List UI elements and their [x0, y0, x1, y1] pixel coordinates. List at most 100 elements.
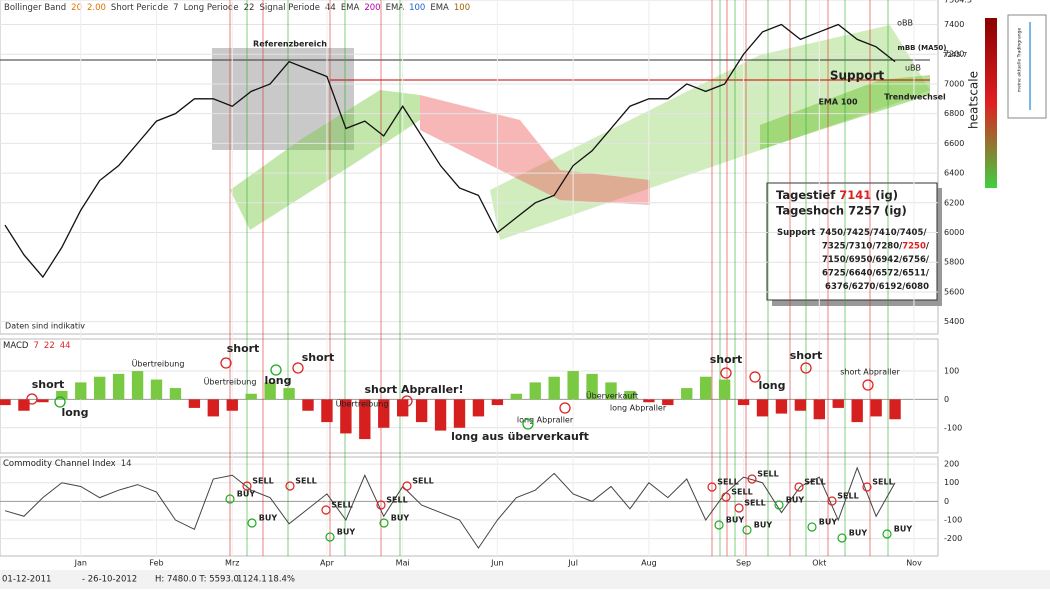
y-tick-label: -100	[944, 423, 962, 432]
annotation: BUY	[786, 496, 805, 505]
annotation: Support	[830, 69, 885, 83]
signal-circle	[402, 481, 412, 491]
y-tick-label: -100	[944, 516, 962, 525]
y-tick-label: 7564.3	[944, 0, 972, 5]
signal-circle	[800, 362, 812, 374]
text-part: MACD	[3, 341, 29, 351]
text-part: 7	[33, 341, 38, 351]
range-box	[1007, 14, 1047, 119]
annotation: Übertreibung	[132, 359, 185, 369]
macd-bar	[472, 399, 485, 417]
signal-circle	[794, 482, 804, 492]
macd-bar	[453, 399, 466, 428]
macd-bar	[169, 388, 182, 400]
signal-circle	[270, 364, 282, 376]
macd-bar	[529, 382, 541, 400]
macd-bar	[832, 399, 844, 408]
macd-bar	[245, 393, 257, 400]
macd-bar	[264, 382, 276, 400]
annotation: SELL	[757, 470, 778, 479]
y-tick-label: 0	[944, 395, 949, 404]
text-part: 6725/6640/6572/6511/	[822, 268, 930, 278]
text-part: 22	[44, 341, 55, 351]
annotation: 7245.7	[943, 51, 968, 59]
annotation: long	[61, 406, 88, 419]
y-tick-label: 7200	[944, 50, 964, 59]
annotation: heatscale	[967, 71, 981, 129]
y-tick-label: 6600	[944, 139, 964, 148]
text-part: 6376/6270/6192/6080	[825, 282, 929, 292]
macd-bar	[624, 390, 636, 400]
text-part: 14	[121, 459, 132, 469]
info-low: Tagestief 7141 (ig)	[776, 188, 898, 202]
macd-bar	[700, 376, 712, 400]
text-part: Bollinger Band	[4, 3, 66, 13]
cloud	[230, 90, 420, 230]
annotation: short	[302, 351, 335, 364]
signal-circle	[325, 532, 335, 542]
signal-circle	[720, 367, 732, 379]
annotation: short	[790, 349, 823, 362]
y-tick-label: 100	[944, 367, 959, 376]
macd-bar	[37, 399, 49, 403]
footer-text: - 26-10-2012	[82, 575, 137, 585]
support-line-text: 6376/6270/6192/6080	[825, 282, 929, 292]
macd-bar	[434, 399, 447, 431]
x-tick-label: Jul	[567, 559, 578, 568]
text-part: 7450/7425/7410/7405/	[819, 228, 927, 238]
annotation: short	[227, 342, 260, 355]
annotation: SELL	[872, 478, 893, 487]
macd-bar	[662, 399, 674, 406]
signal-circle	[522, 418, 534, 430]
cci-line	[4, 466, 896, 549]
footer-text: 1124.1	[237, 575, 267, 585]
signal-circle	[734, 503, 744, 513]
macd-bar	[775, 399, 788, 414]
annotation: BUY	[894, 525, 913, 534]
annotation: SELL	[731, 488, 752, 497]
annotation: Referenzbereich	[253, 40, 327, 49]
info-high: Tageshoch 7257 (ig)	[776, 204, 907, 218]
signal-circle	[747, 474, 757, 484]
support-line-text: 7325/7310/7280/7250/	[822, 241, 930, 251]
annotation: meine aktuelle Tradingrange	[1017, 28, 1023, 93]
signal-circle	[292, 362, 304, 374]
signal-circle	[242, 481, 252, 491]
cci-panel	[0, 456, 939, 557]
macd-bar	[150, 379, 163, 400]
annotation: short Abpraller	[840, 368, 900, 377]
text-part: 100	[454, 3, 470, 13]
annotation: SELL	[804, 478, 825, 487]
text-part: 20	[71, 3, 82, 13]
x-tick-label: Apr	[320, 559, 335, 568]
y-tick-label: 6400	[944, 169, 964, 178]
signal-circle	[837, 533, 847, 543]
signal-circle	[559, 402, 571, 414]
annotation: uBB	[905, 64, 921, 73]
x-tick-label: Feb	[149, 559, 163, 568]
annotation: BUY	[754, 521, 773, 530]
heatscale-bar	[985, 18, 997, 188]
annotation: oBB	[897, 19, 913, 28]
support-line-text: 7150/6950/6942/6756/	[822, 255, 930, 265]
macd-bar	[567, 371, 579, 400]
macd-bar	[283, 388, 295, 400]
x-tick-label: Jan	[74, 559, 87, 568]
macd-bar	[56, 390, 68, 400]
annotation: SELL	[295, 477, 316, 486]
text-part: 200	[364, 3, 380, 13]
signal-circle	[285, 481, 295, 491]
annotation: short Abpraller!	[365, 383, 464, 396]
signal-circle	[749, 371, 761, 383]
annotation: long	[264, 374, 291, 387]
signal-circle	[721, 492, 731, 502]
annotation: mBB (MA50)	[898, 44, 947, 52]
support-line-text: 6725/6640/6572/6511/	[822, 268, 930, 278]
macd-bar	[359, 399, 371, 440]
signal-circle	[247, 518, 257, 528]
y-tick-label: -200	[944, 534, 962, 543]
macd-bar	[586, 373, 598, 400]
annotation: SELL	[386, 496, 407, 505]
annotation: Trendwechsel	[884, 93, 946, 102]
macd-bar	[302, 399, 314, 411]
